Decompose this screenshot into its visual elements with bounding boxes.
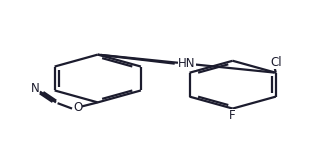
Text: N: N	[31, 82, 40, 95]
Text: O: O	[73, 101, 82, 114]
Text: HN: HN	[178, 57, 195, 70]
Text: F: F	[229, 109, 236, 122]
Text: Cl: Cl	[270, 56, 282, 69]
